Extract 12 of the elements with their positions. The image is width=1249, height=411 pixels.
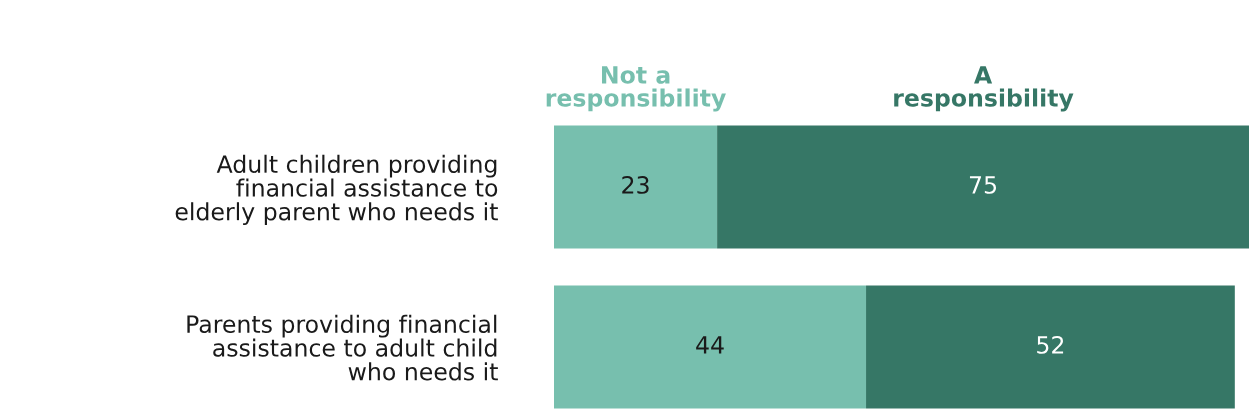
y-tick-label: Parents providing financial assistance to adult child who needs it bbox=[187, 314, 498, 381]
bar bbox=[554, 285, 867, 409]
y-tick-label: Adult children providing financial assistance to elderly parent who needs it bbox=[175, 154, 498, 226]
bar bbox=[717, 125, 1249, 249]
bar bbox=[866, 285, 1235, 409]
data-label: 52 bbox=[1037, 335, 1064, 354]
data-label: 44 bbox=[696, 336, 724, 354]
data-label: 23 bbox=[622, 175, 649, 194]
bar bbox=[554, 125, 718, 249]
data-label: 75 bbox=[969, 176, 997, 194]
series-label: A responsibility bbox=[894, 66, 1074, 112]
series-label: Not a responsibility bbox=[546, 66, 726, 112]
